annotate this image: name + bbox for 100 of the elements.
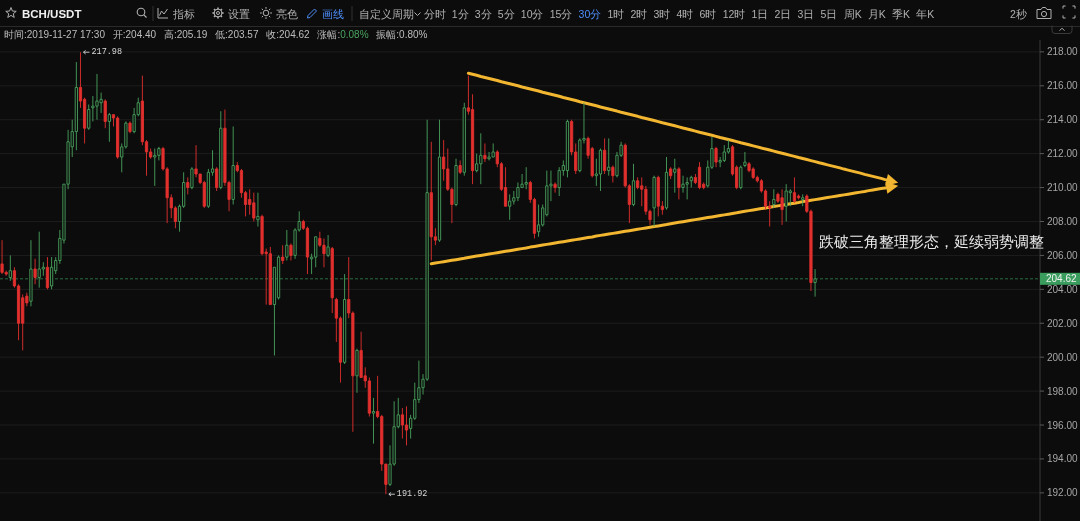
text: 5日 (820, 8, 838, 20)
candlestick (215, 166, 219, 192)
y-tick-label: 210.00 (1047, 182, 1079, 194)
candlestick (190, 166, 194, 190)
candlestick (673, 158, 677, 194)
candlestick (780, 188, 784, 226)
candlestick (256, 192, 260, 228)
candlestick (508, 193, 512, 221)
y-tick-label: 216.00 (1047, 80, 1079, 92)
candlestick (536, 204, 541, 238)
candlestick (607, 137, 611, 177)
text: 4时 (676, 8, 694, 20)
candlestick (722, 144, 726, 163)
candlestick (330, 246, 334, 314)
chart-subtitle: 时间:2019-11-27 17:30 开:204.40 高:205.19 低:203.57 收:204.62 涨幅:0.08% 振幅:0.80% (4, 28, 428, 40)
y-tick-label: 194.00 (1047, 453, 1079, 465)
candlestick (437, 119, 442, 243)
candlestick (186, 176, 190, 195)
candlestick (458, 159, 462, 175)
annotation: 191.92 (396, 489, 428, 500)
candlestick (462, 102, 466, 177)
candlestick (219, 110, 223, 190)
text: 3日 (797, 8, 815, 20)
candlestick (603, 137, 607, 175)
y-tick-label: 208.00 (1047, 215, 1079, 227)
candlestick (50, 256, 54, 290)
candlestick (611, 165, 615, 183)
candlestick (343, 273, 347, 365)
candlestick (285, 229, 289, 261)
candlestick (697, 161, 702, 190)
candlestick (664, 156, 669, 211)
candlestick (404, 405, 409, 446)
text: 15分 (549, 8, 573, 20)
annotation: 217.98 (91, 47, 123, 58)
candlestick (479, 132, 483, 185)
candlestick (454, 158, 458, 207)
text: 2时 (630, 8, 648, 20)
y-tick-label: 214.00 (1047, 114, 1079, 126)
candlestick (268, 246, 272, 306)
text: 6时 (699, 8, 717, 20)
text: 1分 (451, 8, 469, 20)
text: 周K (843, 8, 862, 20)
text: 1日 (751, 8, 769, 20)
text: 自定义周期 (359, 8, 414, 20)
text: 年K (916, 8, 935, 20)
y-tick-label: 192.00 (1047, 487, 1079, 499)
candlestick (801, 193, 805, 207)
candlestick (743, 151, 747, 168)
candlestick (565, 119, 570, 178)
candlestick (685, 176, 689, 200)
candlestick (371, 397, 376, 445)
candlestick (107, 112, 111, 143)
candlestick (813, 268, 817, 298)
y-tick-label: 200.00 (1047, 351, 1079, 363)
y-tick-label: 204.00 (1047, 283, 1079, 295)
annotation: 跌破三角整理形态，延续弱势调整 (819, 234, 1045, 250)
text: 5分 (497, 8, 515, 20)
candlestick (0, 239, 4, 275)
candlestick (355, 348, 359, 394)
candlestick (598, 148, 603, 192)
text: 设置 (228, 8, 250, 20)
candlestick (524, 166, 528, 190)
text: 1时 (607, 8, 625, 20)
candlestick (128, 120, 132, 134)
candlestick (553, 182, 557, 194)
candlestick (772, 188, 776, 209)
candlestick (751, 166, 755, 180)
candlestick (231, 126, 235, 205)
text: 3时 (653, 8, 671, 20)
candlestick (677, 166, 681, 200)
candlestick (252, 192, 256, 222)
candlestick (483, 143, 487, 163)
candlestick (631, 163, 636, 207)
ref-line-label: 204.62 (1046, 273, 1078, 285)
candlestick (656, 175, 660, 217)
candlestick (116, 115, 120, 160)
text: 2日 (774, 8, 792, 20)
y-tick-label: 206.00 (1047, 249, 1079, 261)
candlestick (103, 98, 107, 129)
chart-title: BCH/USDT (22, 8, 82, 20)
candlestick (491, 143, 495, 158)
text: 3分 (474, 8, 492, 20)
candlestick (669, 166, 673, 180)
candlestick (326, 234, 330, 258)
candlestick (37, 231, 41, 289)
text: 亮色 (276, 8, 298, 20)
text: 季K (892, 8, 911, 20)
candlestick (792, 176, 797, 204)
candlestick (739, 165, 743, 190)
text: 30分 (578, 8, 602, 20)
candlestick (29, 239, 33, 307)
candlestick (784, 183, 788, 222)
y-tick-label: 212.00 (1047, 148, 1079, 160)
text: 2秒 (1010, 8, 1027, 20)
candlestick (33, 258, 37, 285)
candlestick (95, 73, 99, 121)
y-tick-label: 218.00 (1047, 46, 1079, 58)
text: 10分 (520, 8, 544, 20)
candlestick (429, 141, 433, 261)
y-tick-label: 196.00 (1047, 419, 1079, 431)
